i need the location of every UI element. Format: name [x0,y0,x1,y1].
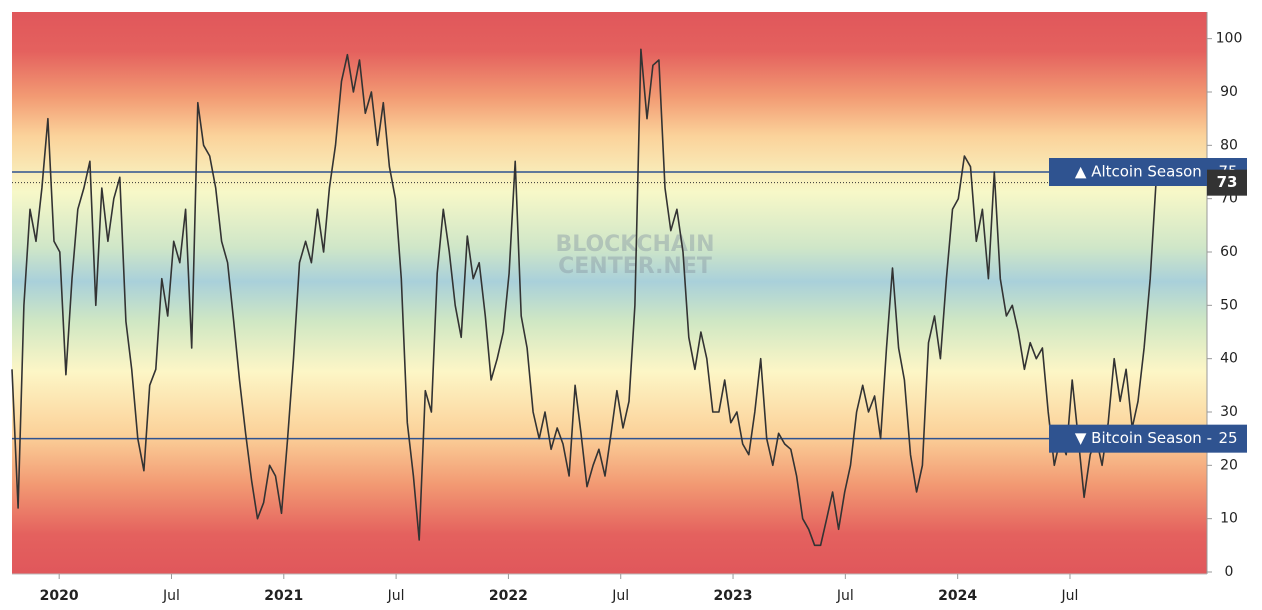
plot-background [12,12,1207,574]
y-tick-label: 50 [1220,297,1238,313]
y-tick-label: 40 [1220,351,1238,367]
y-tick-label: 60 [1220,244,1238,260]
x-tick-label: Jul [611,588,629,604]
reference-label: ▼ Bitcoin Season - [1075,429,1212,447]
x-tick-label: Jul [1061,588,1079,604]
y-tick-label: 0 [1225,564,1234,580]
x-tick-label: Jul [387,588,405,604]
reference-value: 25 [1218,429,1237,447]
y-tick-label: 30 [1220,404,1238,420]
watermark: BLOCKCHAIN [555,232,714,257]
y-tick-label: 10 [1220,511,1238,527]
x-tick-label: Jul [836,588,854,604]
y-tick-label: 90 [1220,84,1238,100]
reference-label-box [1049,424,1247,453]
y-tick-label: 80 [1220,137,1238,153]
x-tick-label: 2024 [938,588,977,604]
x-tick-label: Jul [162,588,180,604]
last-value-label: 73 [1217,173,1238,191]
y-tick-label: 100 [1216,31,1243,47]
x-tick-label: 2022 [489,588,528,604]
index-line [11,48,1157,547]
x-tick-label: 2023 [714,588,753,604]
last-value-box [1207,169,1247,196]
x-tick-label: 2021 [264,588,303,604]
reference-label: ▲ Altcoin Season - [1075,163,1212,181]
x-tick-label: 2020 [40,588,79,604]
y-tick-label: 20 [1220,457,1238,473]
